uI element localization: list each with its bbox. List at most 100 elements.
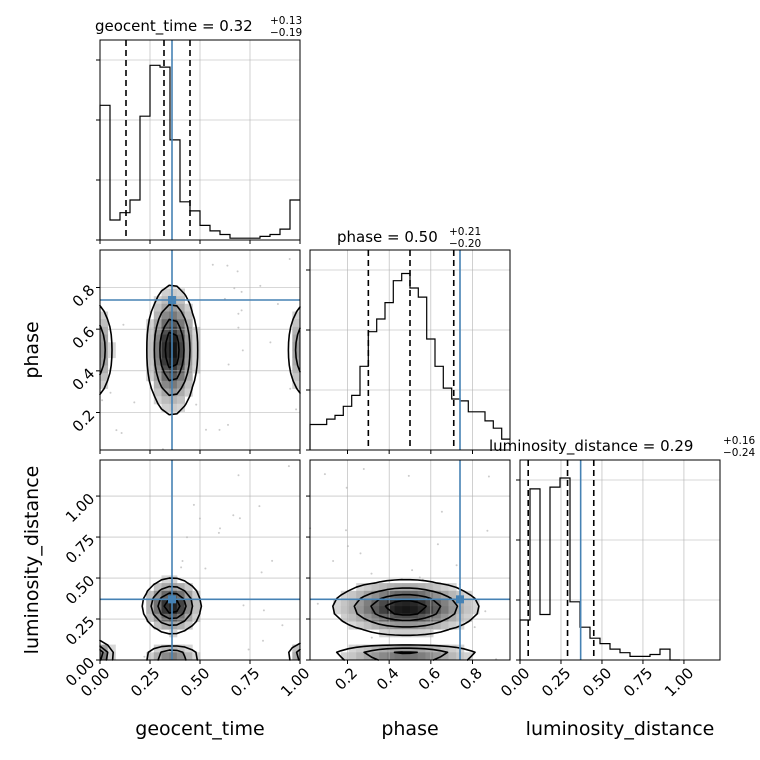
sample-point: [289, 387, 292, 390]
density-cell: [184, 613, 193, 622]
density-cell: [153, 644, 162, 653]
density-cell: [386, 598, 395, 607]
sample-point: [237, 474, 240, 477]
density-cell: [363, 621, 372, 630]
sample-point: [487, 475, 490, 478]
density-cell: [348, 613, 357, 622]
density-cell: [356, 652, 365, 661]
density-cell: [363, 606, 372, 615]
density-cell: [379, 598, 388, 607]
density-cell: [402, 613, 411, 622]
density-cell: [176, 583, 185, 592]
sample-point: [281, 624, 284, 627]
density-cell: [440, 583, 449, 592]
density-cell: [463, 613, 472, 622]
density-cell: [176, 342, 185, 351]
title-luminosity-distance-minus: −0.24: [723, 447, 755, 459]
density-cell: [363, 613, 372, 622]
sample-point: [240, 309, 243, 312]
density-cell: [100, 373, 109, 382]
sample-point: [217, 531, 220, 534]
density-cell: [169, 388, 178, 397]
x-tick-label: 0.25: [127, 664, 163, 700]
sample-point: [276, 303, 279, 305]
density-cell: [379, 583, 388, 592]
density-cell: [363, 652, 372, 661]
density-cell: [100, 311, 109, 320]
density-cell: [176, 380, 185, 389]
x-tick-label: 0.75: [620, 664, 656, 700]
sample-point: [362, 468, 365, 470]
density-cell: [169, 357, 178, 366]
x-tick-label: 1.00: [277, 664, 313, 700]
density-cell: [169, 303, 178, 312]
density-cell: [161, 373, 170, 382]
density-cell: [161, 652, 170, 661]
density-cell: [176, 388, 185, 397]
density-cell: [153, 380, 162, 389]
density-cell: [153, 311, 162, 320]
sample-point: [287, 465, 290, 468]
y-tick-label: 0.50: [62, 572, 98, 608]
density-cell: [169, 288, 178, 297]
density-cell: [425, 598, 434, 607]
ylabel-luminosity-distance: luminosity_distance: [21, 466, 43, 655]
density-cell: [169, 652, 178, 661]
frames-layer: [99, 39, 721, 661]
title-luminosity-distance: luminosity_distance = 0.29: [489, 437, 693, 456]
density-cell: [176, 357, 185, 366]
density-cell: [176, 644, 185, 653]
title-phase: phase = 0.50: [337, 228, 438, 246]
density-cell: [348, 606, 357, 615]
sample-point: [205, 428, 207, 431]
density-cell: [363, 583, 372, 592]
sample-point: [288, 258, 291, 260]
sample-point: [195, 403, 198, 406]
xlabel-geocent-time: geocent_time: [135, 718, 264, 740]
contour-line: [99, 592, 187, 661]
density-cell: [371, 644, 380, 653]
sample-point: [109, 391, 112, 394]
sample-point: [271, 559, 274, 562]
density-cell: [100, 365, 109, 374]
density-cell: [402, 606, 411, 615]
density-cell: [417, 590, 426, 599]
sample-point: [192, 503, 195, 506]
density-cell: [153, 583, 162, 592]
density-cell: [417, 613, 426, 622]
x-tick-label: 0.6: [415, 664, 445, 694]
density-cell: [153, 590, 162, 599]
density-cell: [169, 373, 178, 382]
density-cell: [394, 583, 403, 592]
density-cell: [153, 357, 162, 366]
title-phase-plus: +0.21: [449, 226, 481, 238]
density-cell: [386, 606, 395, 615]
density-cell: [192, 598, 201, 607]
density-cell: [176, 403, 185, 412]
density-cell: [153, 396, 162, 405]
sample-point: [260, 571, 263, 574]
density-cell: [448, 583, 457, 592]
sample-point: [259, 284, 262, 287]
sample-point: [262, 639, 264, 642]
sample-point: [101, 399, 104, 402]
density-cell: [402, 598, 411, 607]
density-cell: [184, 583, 193, 592]
density-cell: [433, 621, 442, 630]
sample-point: [115, 429, 118, 432]
density-cell: [192, 590, 201, 599]
sample-point: [226, 264, 229, 267]
contour-line: [384, 599, 427, 616]
density-cell: [161, 311, 170, 320]
sample-point: [370, 636, 373, 639]
sample-point: [262, 609, 265, 612]
density-cell: [153, 326, 162, 335]
density-cell: [169, 334, 178, 343]
density-cell: [176, 288, 185, 297]
density-cell: [161, 288, 170, 297]
density-cell: [425, 606, 434, 615]
density-cell: [340, 590, 349, 599]
density-cell: [379, 652, 388, 661]
contour-line: [99, 585, 301, 661]
density-cell: [100, 342, 109, 351]
